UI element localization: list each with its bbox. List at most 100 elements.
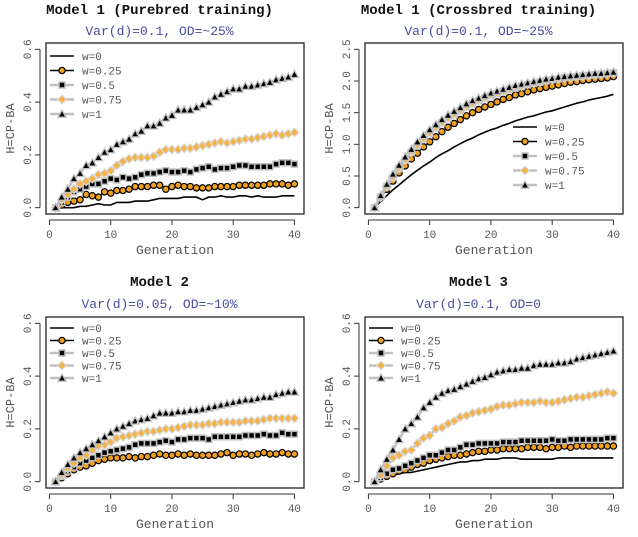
x-tick-label: 0 [46, 230, 53, 242]
data-point-circle [137, 452, 146, 461]
y-tick-label: 2.5 [342, 39, 354, 59]
data-point-circle [100, 455, 109, 463]
data-point-triangle [142, 120, 153, 130]
data-point-triangle [387, 444, 398, 454]
data-point-square [505, 438, 514, 446]
y-tick-label: 0.0 [342, 472, 354, 492]
series-w-1 [369, 66, 619, 212]
data-point-circle [462, 112, 471, 120]
legend: w=0w=0.25w=0.5w=0.75w=1 [50, 324, 122, 386]
data-point-circle [474, 447, 483, 456]
legend-item: w=1 [50, 108, 102, 122]
data-point-square [554, 437, 563, 445]
series-w-1 [369, 345, 619, 486]
data-point-triangle [596, 68, 607, 78]
data-point-square [186, 168, 195, 176]
data-point-triangle [62, 459, 73, 469]
data-point-circle [211, 182, 219, 191]
plot-frame [364, 316, 624, 489]
data-point-triangle [400, 151, 411, 161]
data-point-square [119, 173, 127, 182]
data-point-square [192, 165, 201, 174]
data-point-circle [198, 451, 207, 460]
x-tick-label: 0 [46, 504, 53, 516]
data-point-circle [125, 185, 133, 193]
data-point-triangle [289, 386, 300, 396]
data-point-triangle [577, 69, 588, 79]
data-point-square [229, 163, 237, 171]
data-point-diamond [436, 422, 448, 433]
data-point-square [401, 462, 409, 470]
data-point-circle [119, 454, 127, 462]
y-tick-label: 0.2 [23, 145, 35, 165]
legend-item: w=0.75 [50, 360, 122, 374]
data-point-square [548, 435, 556, 444]
data-point-square [272, 431, 280, 440]
data-point-square [438, 448, 446, 457]
data-point-diamond [406, 444, 417, 456]
data-point-circle [566, 443, 575, 452]
data-point-triangle [541, 73, 552, 83]
legend-item: w=0.75 [50, 94, 122, 108]
data-point-circle [155, 181, 164, 189]
data-point-square [217, 433, 225, 441]
x-tick-label: 10 [423, 230, 436, 242]
data-point-circle [198, 184, 207, 192]
data-point-triangle [412, 411, 423, 421]
legend-marker-triangle [56, 108, 68, 118]
legend-label: w=0.25 [82, 337, 122, 349]
data-point-diamond [449, 415, 460, 427]
legend-item: w=1 [50, 372, 102, 386]
panel-model2: Model 2 Var(d)=0.05, OD=~10% 0 10 20 30 40 0.… [0, 270, 319, 537]
data-point-circle [168, 182, 176, 191]
data-point-triangle [185, 405, 196, 415]
data-point-triangle [608, 66, 619, 76]
data-point-circle [70, 197, 78, 205]
data-point-square [462, 441, 471, 449]
data-point-circle [162, 451, 170, 460]
data-point-circle [155, 450, 164, 458]
data-point-circle [456, 451, 465, 460]
data-point-circle [143, 182, 152, 191]
data-point-circle [542, 444, 550, 453]
data-point-triangle [393, 159, 405, 170]
data-point-triangle [166, 110, 178, 120]
data-point-triangle [381, 178, 392, 189]
data-point-circle [241, 450, 250, 458]
legend: w=0w=0.25w=0.5w=0.75w=1 [50, 52, 122, 122]
data-point-circle [474, 105, 483, 114]
data-point-circle [481, 103, 489, 111]
data-point-triangle [541, 358, 552, 369]
data-point-diamond [424, 430, 435, 441]
data-point-diamond [87, 173, 98, 184]
x-axis-label: Generation [136, 517, 214, 532]
data-point-circle [162, 185, 170, 193]
data-point-square [560, 437, 569, 445]
data-point-circle [125, 452, 133, 461]
series-line [374, 457, 614, 483]
legend-label: w=0 [82, 324, 102, 336]
legend-label: w=1 [82, 110, 102, 122]
x-tick-label: 20 [484, 230, 497, 242]
data-point-diamond [289, 413, 300, 424]
data-point-square [180, 435, 188, 444]
x-tick-label: 30 [227, 230, 240, 242]
data-point-circle [113, 454, 121, 462]
data-point-circle [456, 115, 465, 124]
data-point-square [143, 169, 152, 178]
data-point-circle [253, 450, 262, 458]
y-tick-label: 1.0 [342, 134, 354, 154]
data-point-square [432, 451, 440, 459]
legend-item: w=0.5 [369, 349, 434, 361]
legend-label: w=1 [545, 181, 565, 193]
data-point-circle [260, 181, 268, 189]
legend-label: w=0 [545, 123, 565, 135]
data-point-square [155, 168, 164, 176]
legend-item: w=0.25 [50, 67, 122, 79]
data-point-triangle [375, 464, 386, 474]
data-point-triangle [406, 144, 417, 154]
data-point-circle [511, 91, 520, 99]
data-point-square [389, 466, 397, 474]
legend-marker-square [58, 349, 66, 357]
x-axis-label: Generation [455, 243, 533, 258]
